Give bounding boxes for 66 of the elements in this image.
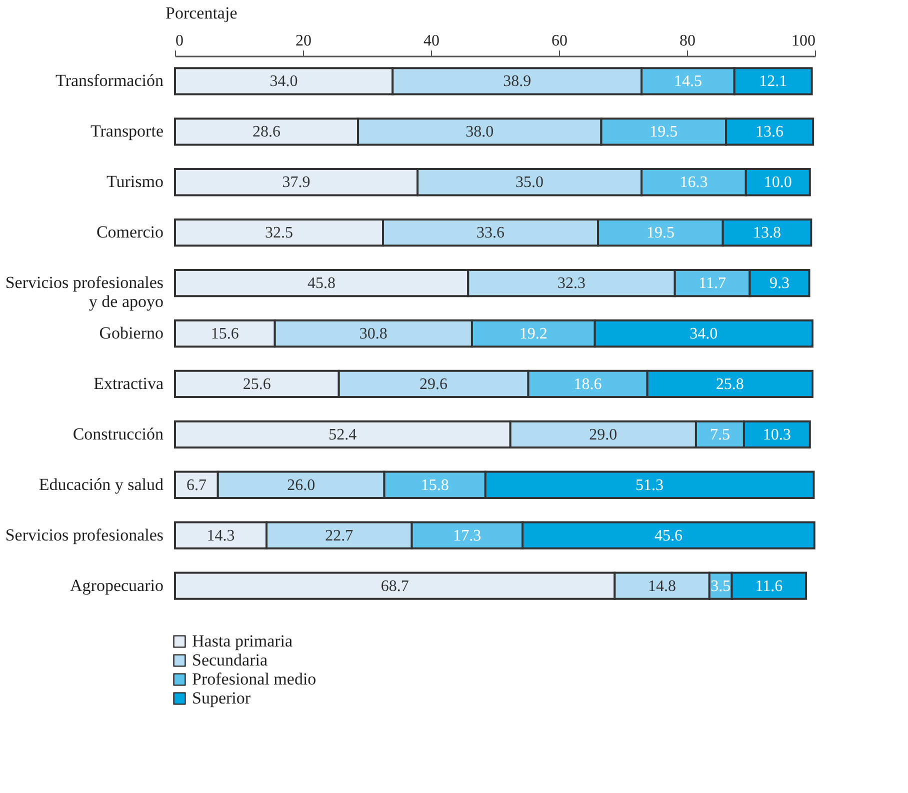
y-tick-label: Gobierno (99, 324, 164, 342)
x-tick-label: 40 (424, 32, 440, 50)
data-label: 45.6 (654, 527, 682, 544)
data-label: 25.6 (242, 376, 271, 393)
y-tick-label: Educación y salud (38, 474, 164, 494)
x-tick-label: 20 (296, 32, 312, 50)
data-label: 15.6 (210, 326, 239, 342)
data-label: 9.3 (769, 275, 790, 292)
data-label: 35.0 (516, 174, 544, 192)
x-tick-label: 60 (552, 32, 568, 50)
data-label: 32.5 (265, 224, 293, 242)
data-label: 29.0 (589, 426, 618, 444)
data-label: 19.5 (650, 124, 678, 141)
data-label: 19.5 (646, 224, 674, 242)
data-label: 26.0 (287, 476, 316, 494)
data-label: 12.1 (759, 73, 788, 90)
data-label: 22.7 (325, 527, 354, 544)
data-label: 10.3 (762, 426, 791, 444)
data-label: 16.3 (680, 174, 708, 192)
y-tick-label: Turismo (106, 172, 164, 192)
x-tick-label: 80 (680, 32, 696, 50)
data-label: 37.9 (282, 174, 310, 192)
legend-label: Superior (192, 688, 251, 708)
data-label: 52.4 (328, 426, 357, 444)
y-tick-label: Transformación (56, 71, 164, 90)
data-label: 30.8 (359, 326, 388, 342)
legend-label: Hasta primaria (192, 632, 293, 650)
x-tick-label: 0 (176, 32, 184, 50)
data-label: 14.8 (648, 578, 676, 595)
data-label: 68.7 (380, 578, 409, 595)
data-label: 51.3 (636, 476, 664, 494)
data-label: 13.8 (753, 224, 781, 242)
data-label: 34.0 (270, 73, 298, 90)
data-label: 38.0 (466, 124, 494, 141)
data-label: 17.3 (453, 527, 482, 544)
data-label: 33.6 (476, 224, 505, 242)
y-tick-label: Servicios profesionales y de apoyo (5, 273, 164, 312)
data-label: 15.8 (420, 476, 449, 494)
y-tick-label: Servicios profesionales (5, 525, 164, 544)
data-label: 14.5 (674, 73, 702, 90)
data-label: 14.3 (206, 527, 235, 544)
data-label: 34.0 (690, 326, 718, 342)
data-label: 10.0 (764, 174, 792, 192)
data-label: 13.6 (756, 124, 784, 141)
data-label: 28.6 (252, 124, 281, 141)
legend-label: Secundaria (192, 650, 268, 670)
y-tick-label: Agropecuario (70, 576, 164, 595)
y-tick-label: Comercio (96, 222, 164, 242)
data-label: 19.2 (519, 326, 548, 342)
x-axis-title: Porcentaje (166, 4, 238, 22)
data-label: 11.6 (755, 578, 783, 595)
data-label: 7.5 (710, 426, 730, 444)
data-label: 45.8 (308, 275, 336, 292)
data-label: 38.9 (503, 73, 532, 90)
data-label: 11.7 (698, 275, 726, 292)
data-label: 6.7 (186, 476, 206, 494)
data-label: 25.8 (716, 376, 744, 393)
data-label: 29.6 (420, 376, 448, 393)
data-label: 32.3 (557, 275, 586, 292)
y-tick-label: Extractiva (94, 374, 164, 393)
y-tick-label: Transporte (90, 122, 164, 141)
y-tick-label: Construcción (72, 424, 164, 444)
x-tick-label: 100 (792, 32, 816, 50)
data-label: 18.6 (574, 376, 602, 393)
legend-label: Profesional medio (192, 670, 316, 688)
data-label: 3.5 (710, 578, 731, 595)
